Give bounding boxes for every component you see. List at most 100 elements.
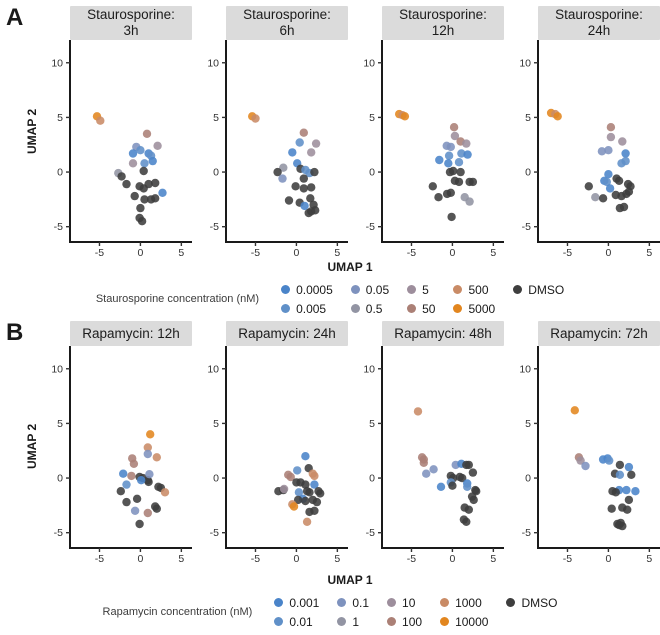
- legend-entry: 0.005: [281, 301, 333, 317]
- legend-entry-label: 0.5: [365, 301, 383, 316]
- data-point: [130, 191, 139, 201]
- legend-entry: 0.5: [350, 301, 389, 317]
- x-tick-label: -5: [407, 247, 416, 258]
- legend-entry-label: 1: [352, 614, 360, 629]
- data-point: [148, 156, 157, 166]
- data-point: [591, 193, 600, 202]
- data-point: [310, 506, 319, 515]
- legend-entry: 5: [407, 282, 435, 298]
- legend-dot-icon: [387, 598, 397, 607]
- data-point: [160, 488, 170, 497]
- data-point: [450, 131, 460, 141]
- y-tick-label: 10: [519, 57, 531, 69]
- y-axis-label-b: UMAP 2: [25, 423, 39, 469]
- facet-row-b: Rapamycin: 12h 10 5 0 -5 -5 0 5 Rapamycin: 24h 10…: [40, 321, 660, 564]
- x-tick-label: 5: [178, 553, 184, 564]
- legend-column: 0.05 0.5: [350, 282, 390, 317]
- y-tick-label: 0: [213, 167, 219, 179]
- legend-column: 0.0005 0.005: [281, 282, 333, 317]
- data-point: [615, 470, 625, 479]
- data-point: [446, 142, 455, 152]
- y-tick-label: 10: [519, 363, 531, 375]
- legend-entry-label: DMSO: [521, 595, 558, 610]
- data-point: [619, 202, 629, 212]
- data-point: [301, 480, 310, 489]
- data-point: [316, 489, 325, 498]
- x-tick-label: 0: [293, 247, 299, 258]
- y-tick-label: 5: [525, 112, 531, 124]
- legend-entry-label: 0.05: [365, 282, 390, 297]
- scatter-plot: 10 5 0 -5 -5 0 5: [207, 346, 348, 564]
- legend-column: 1000 10000: [440, 595, 488, 630]
- x-tick-label: 5: [490, 247, 496, 258]
- data-point: [422, 469, 431, 478]
- data-point: [299, 184, 308, 193]
- x-tick-label: 0: [293, 553, 299, 564]
- legend-entry-label: 500: [468, 282, 489, 297]
- facet-row-a: Staurosporine: 3h 10 5 0 -5 -5 0 5 Staurosporine:…: [40, 6, 660, 258]
- data-point: [122, 179, 131, 189]
- data-point: [597, 147, 607, 156]
- data-point: [140, 195, 149, 204]
- data-point: [606, 132, 616, 142]
- data-point: [135, 519, 144, 529]
- facet-title: Rapamycin: 72h: [538, 321, 660, 346]
- legend-entry: 0.05: [350, 282, 390, 298]
- legend-entry: 10: [387, 595, 422, 611]
- legend-entry: 1: [337, 614, 369, 630]
- data-point: [581, 461, 590, 471]
- x-tick-label: 0: [137, 247, 143, 258]
- data-point: [151, 194, 160, 203]
- x-axis-label-b: UMAP 1: [327, 573, 373, 587]
- data-point: [294, 488, 304, 497]
- data-point: [140, 159, 149, 168]
- data-point: [128, 149, 138, 158]
- facet-title-line: Staurosporine:: [555, 7, 643, 22]
- data-point: [618, 521, 627, 531]
- data-point: [468, 468, 478, 477]
- data-point: [279, 484, 289, 494]
- data-point: [273, 167, 282, 177]
- data-point: [312, 497, 322, 507]
- data-point: [152, 504, 161, 513]
- scatter-plot: 10 5 0 -5 -5 0 5: [363, 40, 504, 258]
- data-point: [310, 167, 319, 177]
- data-point: [136, 146, 145, 155]
- legend-entry-label: 0.1: [352, 595, 370, 610]
- data-point: [623, 505, 632, 514]
- legend-entries-a: 0.0005 0.005 0.05 0.5 5 50 500 5000 DMSO: [281, 282, 564, 317]
- legend-column: 0.1 1: [337, 595, 369, 630]
- data-point: [151, 178, 160, 188]
- data-point: [143, 449, 152, 459]
- y-tick-label: 10: [363, 57, 375, 69]
- legend-dot-icon: [453, 304, 463, 313]
- facet-title-line: Rapamycin: 48h: [394, 325, 492, 341]
- data-point: [301, 496, 310, 506]
- data-point: [615, 460, 625, 470]
- data-point: [299, 174, 308, 183]
- x-tick-label: -5: [251, 553, 260, 564]
- data-point: [305, 488, 314, 497]
- legend-dot-icon: [350, 304, 360, 313]
- legend-entry: 10000: [440, 614, 488, 630]
- x-tick-label: -5: [563, 247, 572, 258]
- data-point: [306, 194, 315, 203]
- data-point: [142, 129, 152, 138]
- legend-entry-label: 1000: [455, 595, 482, 610]
- data-point: [449, 166, 458, 176]
- data-point: [624, 495, 634, 505]
- data-point: [429, 465, 438, 474]
- data-point: [299, 128, 308, 137]
- data-point: [428, 182, 437, 191]
- data-point: [310, 480, 319, 489]
- data-point: [444, 151, 454, 160]
- legend-dot-icon: [440, 617, 450, 626]
- data-point: [122, 497, 131, 507]
- legend-column: DMSO: [513, 282, 564, 298]
- legend-entry-label: 0.001: [289, 595, 320, 610]
- y-tick-label: 0: [213, 473, 219, 485]
- data-point: [137, 217, 147, 226]
- data-point: [143, 508, 152, 518]
- facet-title-line: Staurosporine:: [399, 7, 487, 22]
